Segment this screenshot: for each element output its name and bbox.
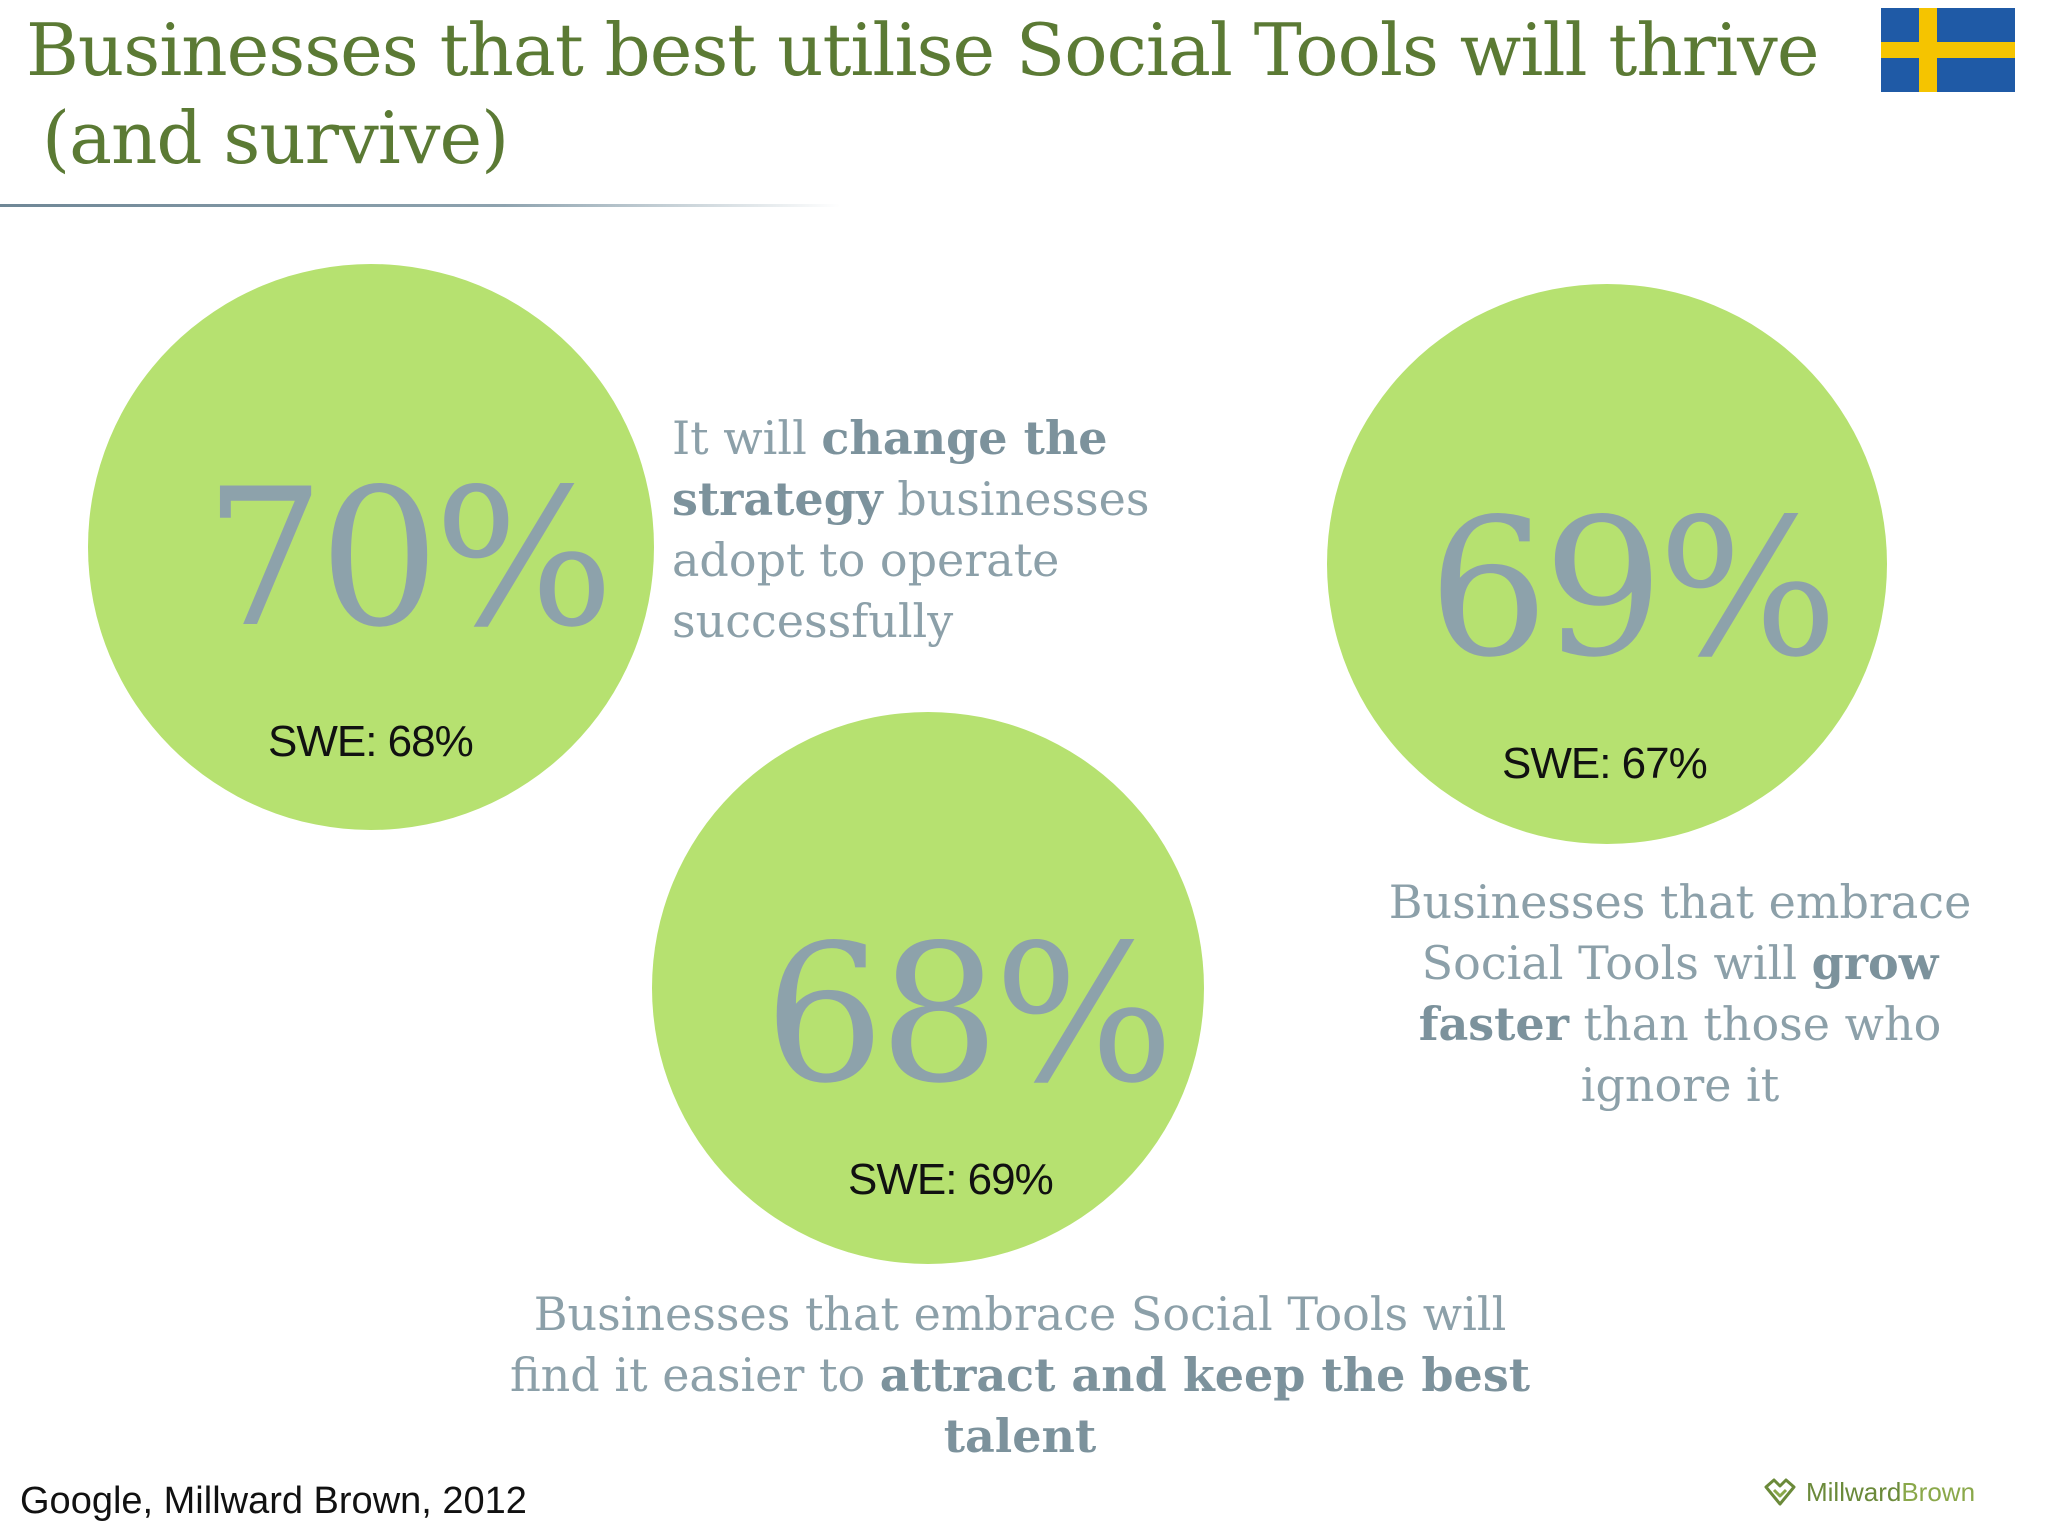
flag-cross-vertical xyxy=(1919,8,1937,92)
caption-3-bold: grow faster xyxy=(1418,936,1939,1051)
millward-brown-logo: MillwardBrown xyxy=(1762,1472,1975,1512)
stat-percent-2: 68% xyxy=(764,904,1174,1125)
stat-caption-1: It will change the strategy businesses a… xyxy=(672,408,1192,652)
caption-3-post: than those who ignore it xyxy=(1568,997,1942,1112)
stat-swe-2: SWE: 69% xyxy=(848,1155,1054,1204)
logo-text-part2: Brown xyxy=(1901,1476,1976,1507)
caption-1-bold: change the strategy xyxy=(672,411,1108,526)
stat-percent-3: 69% xyxy=(1428,478,1838,699)
stat-swe-1: SWE: 68% xyxy=(268,717,474,766)
logo-text: MillwardBrown xyxy=(1806,1477,1975,1508)
stat-circle-1 xyxy=(88,264,654,830)
source-citation: Google, Millward Brown, 2012 xyxy=(20,1480,527,1522)
caption-3-pre: Businesses that embrace Social Tools wil… xyxy=(1388,875,1972,990)
flag-cross-horizontal xyxy=(1881,42,2015,58)
caption-1-post: businesses adopt to operate successfully xyxy=(672,472,1150,648)
title-line-2: (and survive) xyxy=(42,96,509,180)
title-divider xyxy=(0,204,840,207)
stat-circle-2 xyxy=(652,712,1204,1264)
sweden-flag-icon xyxy=(1881,8,2015,92)
stat-percent-1: 70% xyxy=(204,448,614,669)
millward-brown-logo-icon xyxy=(1764,1478,1796,1506)
caption-2-bold: attract and keep the best talent xyxy=(879,1348,1530,1463)
caption-1-pre: It will xyxy=(672,411,822,465)
stat-caption-2: Businesses that embrace Social Tools wil… xyxy=(500,1284,1540,1467)
title-line-1: Businesses that best utilise Social Tool… xyxy=(26,8,1819,92)
stat-circle-3 xyxy=(1327,284,1887,844)
caption-2-pre: Businesses that embrace Social Tools wil… xyxy=(510,1287,1507,1402)
logo-text-part1: Millward xyxy=(1806,1476,1902,1507)
stat-swe-3: SWE: 67% xyxy=(1502,739,1708,788)
page-title: Businesses that best utilise Social Tool… xyxy=(26,6,1846,182)
stat-caption-3: Businesses that embrace Social Tools wil… xyxy=(1360,872,2000,1116)
